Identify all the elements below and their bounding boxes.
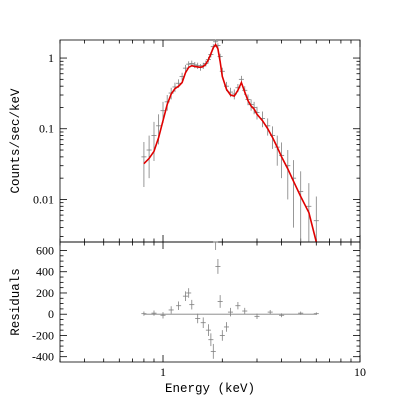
- residuals-panel: 600 400 200 0 -200 -400 Residuals: [9, 241, 361, 364]
- spectrum-model-line: [143, 43, 318, 243]
- spectrum-data-point: [298, 171, 304, 242]
- residual-point: [160, 312, 166, 319]
- residual-point: [200, 317, 206, 329]
- residual-point: [208, 333, 214, 347]
- residual-point: [219, 330, 225, 341]
- residual-point: [217, 295, 223, 308]
- y-tick-label: 0.01: [33, 192, 54, 206]
- spectrum-axis-ticks: [59, 40, 361, 242]
- residual-point: [186, 288, 192, 298]
- residual-point: [313, 312, 319, 315]
- spectrum-data-point: [186, 61, 192, 68]
- residuals-tick-labels: 600 400 200 0 -200 -400: [32, 243, 54, 363]
- residual-point: [223, 322, 230, 332]
- y-tick-label: 1: [48, 51, 54, 65]
- y-tick-label: 0.1: [39, 122, 54, 136]
- y-tick-label: 600: [36, 243, 54, 257]
- residual-point: [176, 301, 182, 310]
- residuals-y-axis-title: Residuals: [9, 268, 23, 336]
- residual-point: [298, 311, 304, 315]
- y-tick-label: 400: [36, 265, 54, 279]
- x-axis-title: Energy (keV): [165, 382, 255, 396]
- residual-point: [267, 309, 273, 315]
- y-tick-label: 0: [48, 307, 54, 321]
- residuals-axis-ticks: [59, 242, 361, 362]
- residual-point: [168, 306, 174, 314]
- residual-point: [213, 241, 219, 250]
- spectrum-data-point: [141, 141, 147, 187]
- residual-point: [279, 313, 285, 318]
- residual-point: [205, 324, 211, 336]
- spectrum-data-point: [151, 121, 157, 161]
- y-tick-label: 200: [36, 286, 54, 300]
- residual-point: [141, 311, 147, 316]
- x-tick-labels: 1 10: [160, 365, 366, 379]
- y-tick-label: -200: [32, 328, 54, 342]
- residual-point: [189, 299, 195, 310]
- residual-point: [235, 302, 241, 310]
- residuals-plot-frame: [59, 241, 361, 363]
- spectrum-tick-labels: 1 0.1 0.01: [33, 51, 54, 206]
- spectrum-plot-frame: [59, 39, 361, 243]
- residual-point: [182, 291, 188, 301]
- residual-point: [227, 307, 233, 317]
- spectrum-data-point: [195, 62, 201, 69]
- residual-point: [151, 310, 157, 316]
- spectrum-data-point: [146, 135, 152, 179]
- spectrum-data-point: [285, 150, 291, 200]
- spectrum-data-point: [313, 196, 319, 242]
- y-tick-label: -400: [32, 350, 54, 364]
- spectrum-data-errorbars: [141, 39, 319, 242]
- spectrum-y-axis-title: Counts/sec/keV: [9, 88, 23, 194]
- spectrum-panel: 1 0.1 0.01 Counts/sec/keV: [9, 39, 361, 243]
- residual-point: [242, 307, 248, 315]
- spectrum-data-point: [182, 64, 188, 72]
- residuals-data-errorbars: [141, 241, 319, 359]
- x-tick-label: 1: [160, 365, 166, 379]
- x-tick-label: 10: [354, 365, 366, 379]
- residual-point: [254, 313, 260, 319]
- residual-point: [195, 313, 201, 324]
- residual-point: [215, 258, 221, 274]
- residual-point: [210, 343, 216, 359]
- spectrum-data-point: [291, 160, 297, 228]
